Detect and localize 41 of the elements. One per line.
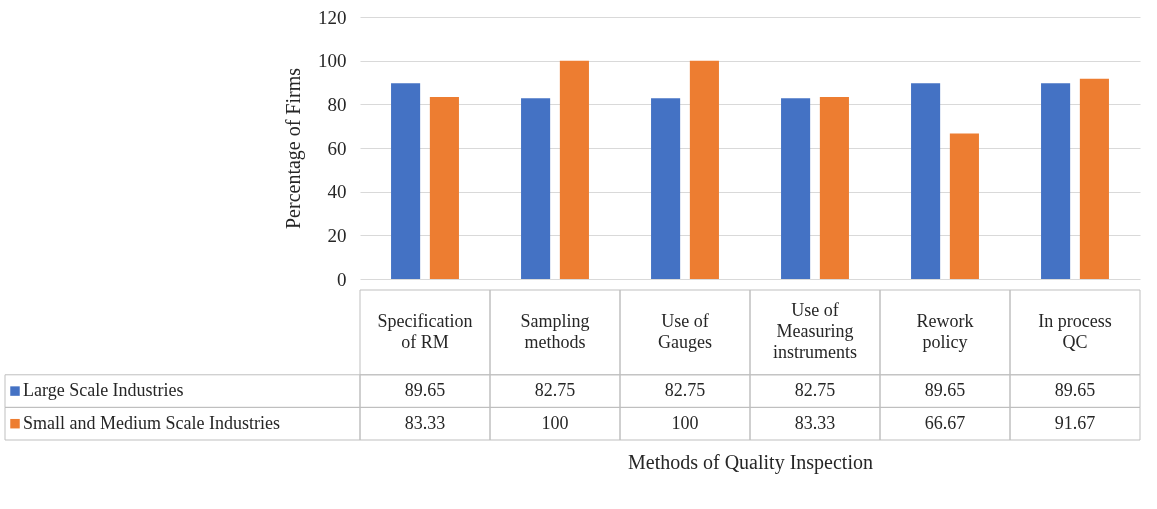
bar xyxy=(781,98,811,279)
data-label: 91.67 xyxy=(1054,412,1096,433)
y-axis-title: Percentage of Firms xyxy=(282,67,305,230)
bar xyxy=(651,98,681,279)
bar xyxy=(559,60,589,279)
x-tick-label: In process QC xyxy=(1038,310,1112,352)
data-label: 100 xyxy=(671,412,699,433)
x-axis-title: Methods of Quality Inspection xyxy=(628,450,873,474)
data-label: 82.75 xyxy=(794,380,836,401)
y-tick-label: 40 xyxy=(327,181,347,203)
y-tick-label: 60 xyxy=(327,137,347,159)
x-tick-label: Rework policy xyxy=(916,310,974,352)
bar xyxy=(689,60,719,279)
x-tick-label: Use of Measuring instruments xyxy=(773,300,857,363)
x-tick-label: Specification of RM xyxy=(377,310,473,352)
bar xyxy=(819,97,849,279)
x-tick-label: Sampling methods xyxy=(520,310,590,352)
y-tick-label: 20 xyxy=(327,224,347,246)
bar xyxy=(429,97,459,279)
data-label: 89.65 xyxy=(924,380,966,401)
data-label: 89.65 xyxy=(1054,380,1096,401)
data-label: 82.75 xyxy=(534,380,576,401)
bar xyxy=(1079,78,1109,279)
bar xyxy=(391,83,421,279)
y-tick-label: 120 xyxy=(318,6,347,28)
legend-label: Large Scale Industries xyxy=(23,380,184,401)
y-tick-label: 100 xyxy=(318,50,347,72)
data-label: 100 xyxy=(541,412,569,433)
data-label: 82.75 xyxy=(664,380,706,401)
bar xyxy=(949,133,979,279)
y-tick-label: 0 xyxy=(337,268,347,290)
data-label: 89.65 xyxy=(404,380,446,401)
bar xyxy=(1041,83,1071,279)
data-label: 83.33 xyxy=(404,412,446,433)
y-tick-label: 80 xyxy=(327,93,347,115)
x-tick-label: Use of Gauges xyxy=(658,310,712,352)
bar xyxy=(911,83,941,279)
legend-label: Small and Medium Scale Industries xyxy=(23,412,280,433)
bar xyxy=(521,98,551,279)
data-label: 83.33 xyxy=(794,412,836,433)
data-label: 66.67 xyxy=(924,412,966,433)
